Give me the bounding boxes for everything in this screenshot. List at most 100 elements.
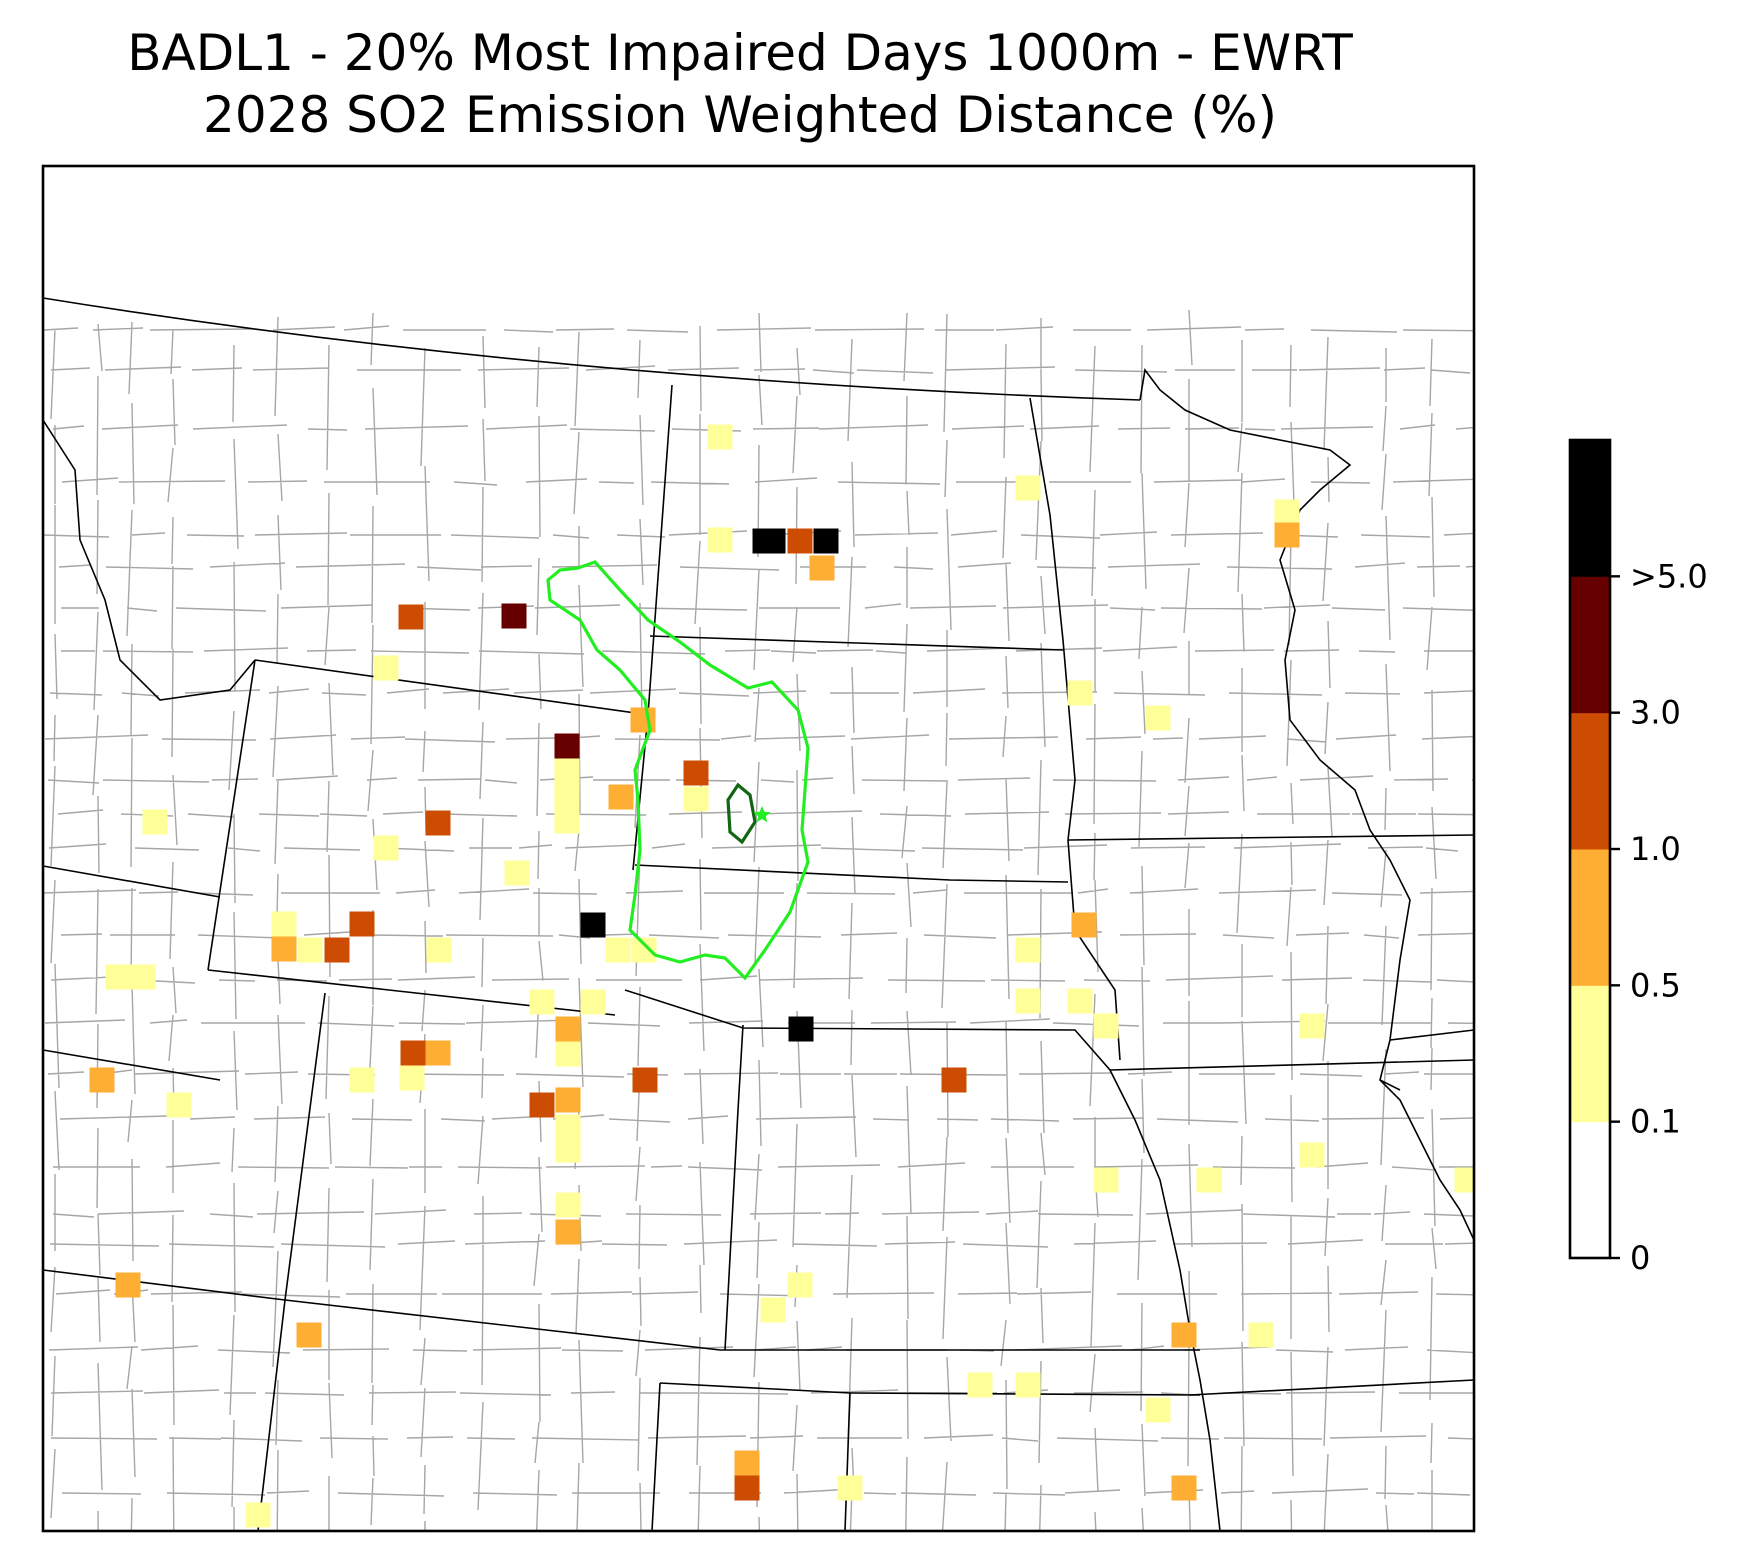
emission-cell [89, 1067, 115, 1093]
state-borders [43, 297, 1474, 1531]
emission-cell [707, 424, 733, 450]
emission-cell [752, 528, 778, 554]
emission-cell [809, 555, 835, 581]
emission-cell [555, 1137, 581, 1163]
emission-cell [426, 937, 452, 963]
title-line-2: 2028 SO2 Emission Weighted Distance (%) [203, 86, 1277, 144]
emission-cell [1015, 1372, 1041, 1398]
emission-cell [1067, 988, 1093, 1014]
emission-cell [554, 808, 580, 834]
emission-cell [1067, 680, 1093, 706]
emission-cell [1015, 475, 1041, 501]
emission-cell [967, 1372, 993, 1398]
colorbar-bin [1570, 1121, 1610, 1259]
emission-cell [632, 1067, 658, 1093]
emission-cell [787, 528, 813, 554]
map-title: BADL1 - 20% Most Impaired Days 1000m - E… [0, 22, 1480, 146]
emission-cell [398, 604, 424, 630]
colorbar-bin [1570, 576, 1610, 714]
emission-cell [529, 989, 555, 1015]
emission-cell [1093, 1013, 1119, 1039]
colorbar-bin [1570, 985, 1610, 1123]
emission-cell [1015, 988, 1041, 1014]
emission-cell [734, 1450, 760, 1476]
emission-cell [760, 1297, 786, 1323]
emission-cell [1093, 1167, 1119, 1193]
emission-cell [555, 1219, 581, 1245]
emission-cell [683, 760, 709, 786]
map-frame [41, 164, 1476, 1533]
emission-cell [555, 1114, 581, 1140]
emission-cell [400, 1040, 426, 1066]
colorbar-tick-label: 1.0 [1630, 830, 1681, 868]
emission-cell [297, 937, 323, 963]
emission-cell [555, 1016, 581, 1042]
emission-cell [271, 911, 297, 937]
outer-contour [546, 560, 810, 981]
colorbar-tick-label: 3.0 [1630, 694, 1681, 732]
emission-cell [608, 784, 634, 810]
emission-cell [271, 936, 297, 962]
emission-cell [425, 810, 451, 836]
colorbar-tick-label: 0 [1630, 1239, 1650, 1277]
emission-cell [529, 1092, 555, 1118]
emission-cell [1274, 522, 1300, 548]
emission-cell [631, 937, 657, 963]
emission-cell [787, 1272, 813, 1298]
emission-cell [555, 1087, 581, 1113]
emission-cell [813, 528, 839, 554]
emission-cell [296, 1322, 322, 1348]
emission-cell [142, 809, 168, 835]
colorbar-tick-label: 0.1 [1630, 1103, 1681, 1141]
emission-cell [504, 860, 530, 886]
emission-cell [554, 758, 580, 784]
emission-cell [941, 1067, 967, 1093]
emission-cell [707, 527, 733, 553]
emission-cell [1454, 1167, 1474, 1193]
emission-cell [373, 835, 399, 861]
emission-cell [349, 911, 375, 937]
emission-cell [1145, 1397, 1171, 1423]
colorbar-bin [1570, 849, 1610, 986]
emission-cell [788, 1016, 814, 1042]
emission-cell [1171, 1322, 1197, 1348]
emission-cell [734, 1475, 760, 1501]
emission-cell [115, 1272, 141, 1298]
colorbar-tick-label: 0.5 [1630, 966, 1681, 1004]
colorbar-bin [1570, 712, 1610, 850]
title-line-1: BADL1 - 20% Most Impaired Days 1000m - E… [127, 24, 1353, 82]
emission-cell [1274, 499, 1300, 525]
emission-cell [245, 1502, 271, 1528]
emission-cell [1145, 705, 1171, 731]
emission-cell [399, 1065, 425, 1091]
emission-cell [554, 733, 580, 759]
emission-cell [1071, 912, 1097, 938]
emission-cell [349, 1067, 375, 1093]
emission-cell [1196, 1167, 1222, 1193]
inner-contour [726, 782, 757, 845]
emission-cell [166, 1092, 192, 1118]
emission-cell [324, 937, 350, 963]
emission-cell [425, 1040, 451, 1066]
emission-cell [1248, 1322, 1274, 1348]
emission-cell [605, 937, 631, 963]
emission-cell [501, 603, 527, 629]
emission-cell [1299, 1142, 1325, 1168]
emission-cell [105, 964, 131, 990]
emission-cell [554, 783, 580, 809]
emission-cell [837, 1475, 863, 1501]
emission-cell [580, 989, 606, 1015]
emission-cell [1299, 1013, 1325, 1039]
emission-cell [130, 964, 156, 990]
colorbar-bin [1570, 440, 1610, 577]
emission-cell [373, 655, 399, 681]
emission-cell [683, 786, 709, 812]
emission-cell [1171, 1475, 1197, 1501]
emission-cell [555, 1041, 581, 1067]
star-icon [753, 806, 771, 823]
emission-cells [89, 424, 1474, 1528]
emission-cell [580, 912, 606, 938]
emission-cell [555, 1192, 581, 1218]
